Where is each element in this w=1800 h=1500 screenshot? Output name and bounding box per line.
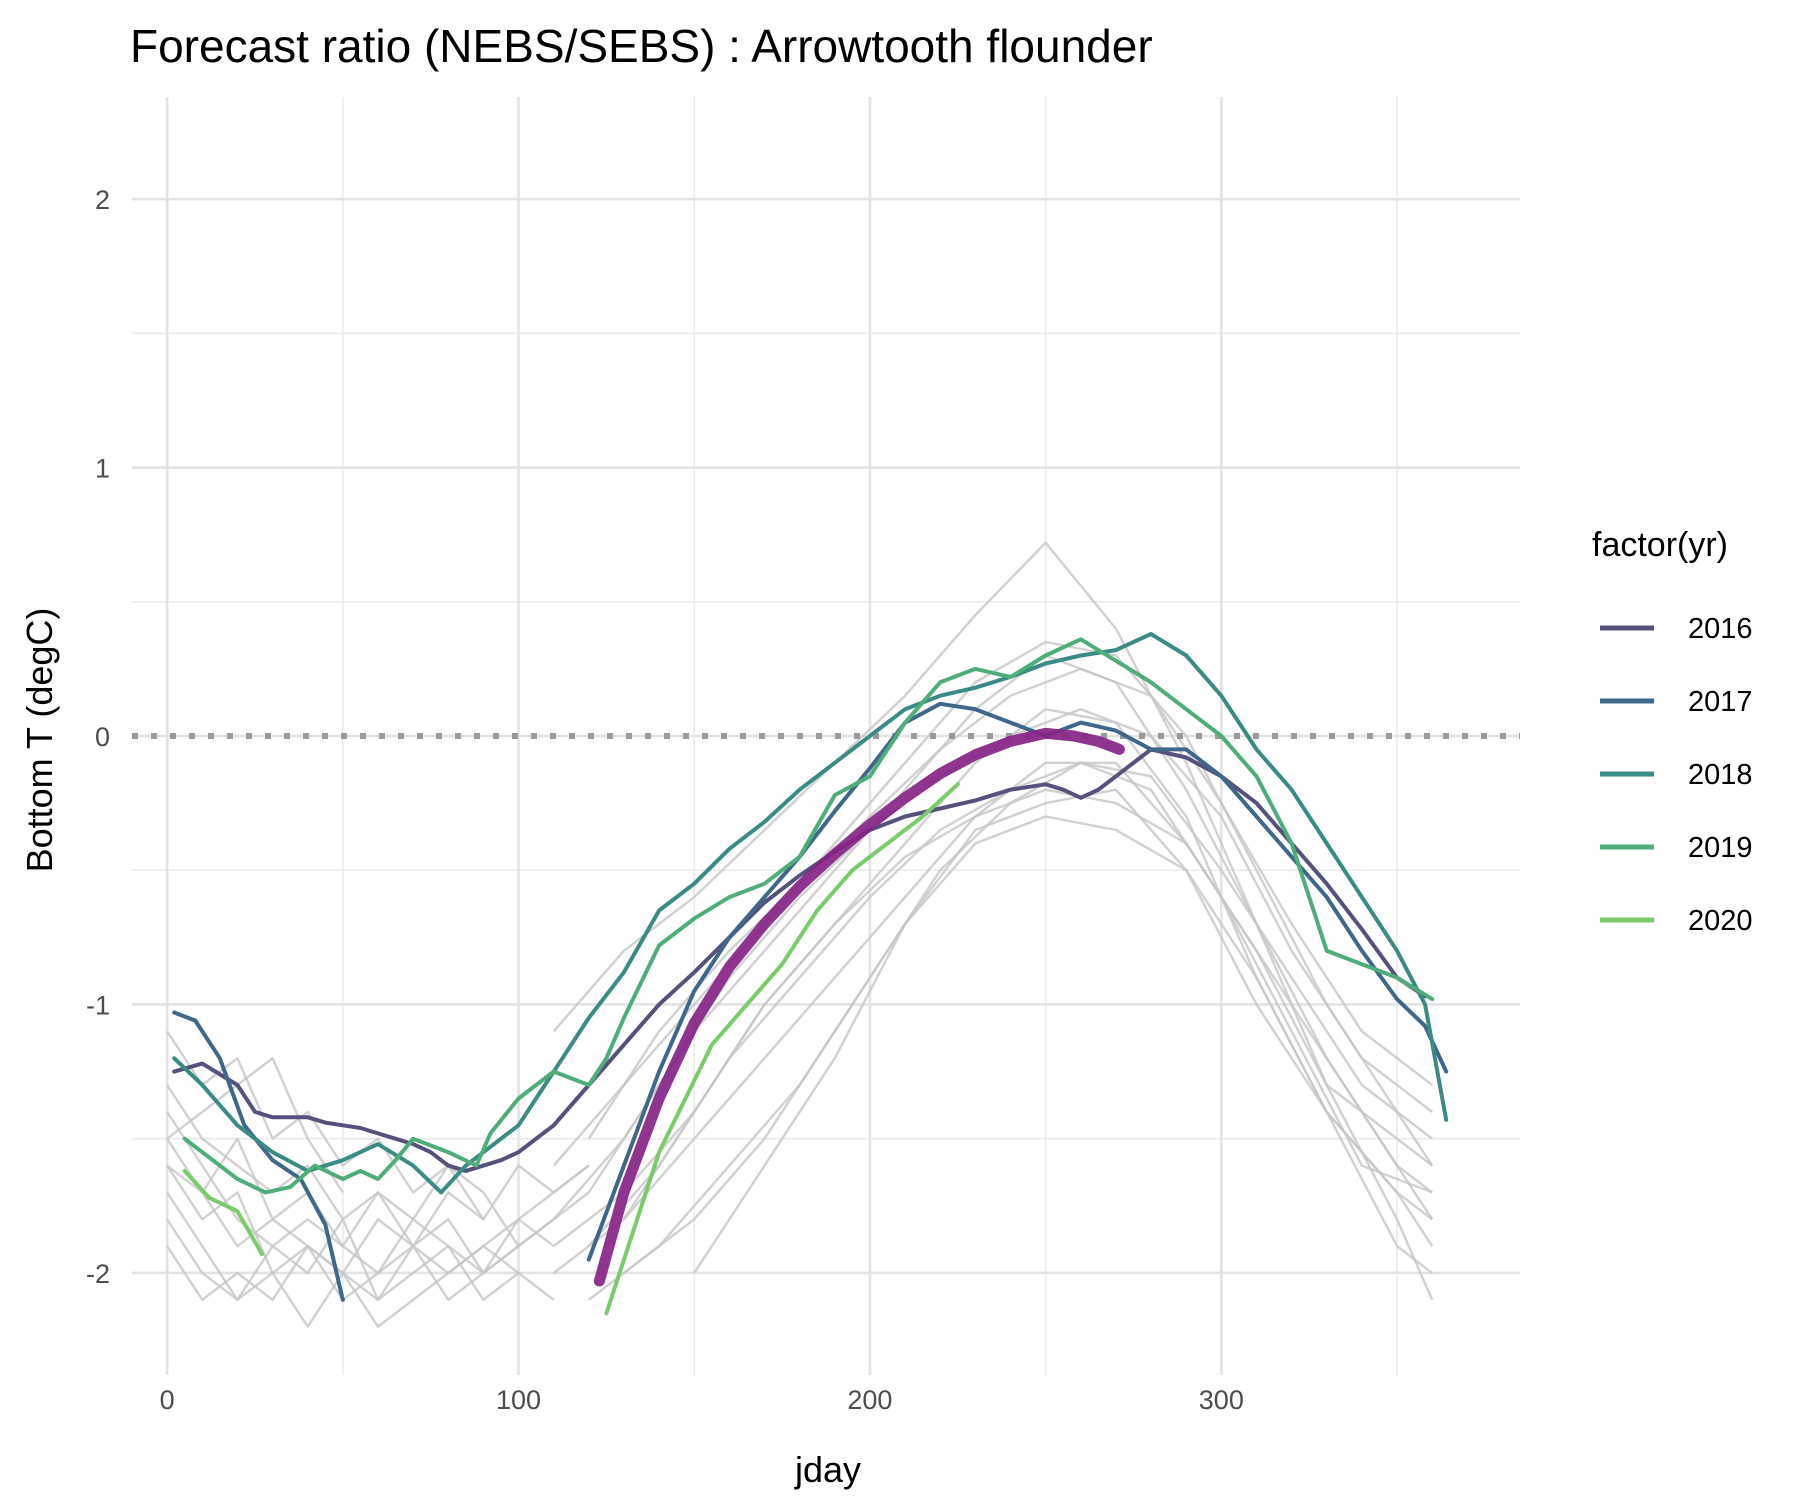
y-tick-label: -2 xyxy=(86,1259,110,1289)
legend: factor(yr) 2016 2017 2018 2019 2020 xyxy=(1592,526,1753,937)
background-series-line-11 xyxy=(552,541,1434,1301)
series-line-2019-part-1 xyxy=(182,637,1435,1195)
series-line-2020-part-2 xyxy=(604,782,960,1316)
year-series-group xyxy=(172,632,1449,1316)
y-tick-label: 0 xyxy=(95,722,110,752)
series-line-2017-part-2 xyxy=(586,701,1449,1262)
legend-label-2016: 2016 xyxy=(1688,613,1753,645)
forecast-series-line xyxy=(593,727,1125,1287)
background-series-line-15 xyxy=(552,640,1434,1167)
legend-label-2020: 2020 xyxy=(1688,905,1753,937)
y-tick-label: 2 xyxy=(95,185,110,215)
x-tick-label: 100 xyxy=(496,1385,541,1415)
x-axis-title: jday xyxy=(794,1449,861,1490)
background-series-line-12 xyxy=(552,654,1434,1221)
legend-title: factor(yr) xyxy=(1592,526,1728,564)
background-series-line-20 xyxy=(622,788,1433,1220)
background-series-line-9 xyxy=(166,1137,555,1248)
forecast-series-group xyxy=(593,727,1125,1287)
chart-title: Forecast ratio (NEBS/SEBS) : Arrowtooth … xyxy=(130,20,1153,72)
y-tick-label: -1 xyxy=(86,990,110,1020)
background-series-line-8 xyxy=(166,1244,555,1328)
background-series-line-6 xyxy=(166,1138,590,1275)
legend-label-2017: 2017 xyxy=(1688,686,1753,718)
background-series-line-7 xyxy=(166,1030,485,1220)
series-line-2018-part-1 xyxy=(172,632,1449,1195)
legend-items: 2016 2017 2018 2019 2020 xyxy=(1600,613,1753,937)
series-line-2020-part-1 xyxy=(182,1168,264,1257)
legend-label-2019: 2019 xyxy=(1688,832,1753,864)
series-line-2016-part-1 xyxy=(172,747,1428,1173)
background-series-line-22 xyxy=(587,667,1433,1140)
legend-label-2018: 2018 xyxy=(1688,759,1753,791)
x-tick-label: 200 xyxy=(847,1385,892,1415)
tick-labels: 0 100 200 300 -2 -1 0 1 2 xyxy=(86,185,1244,1415)
y-axis-title: Bottom T (degC) xyxy=(19,608,60,873)
background-series-line-10 xyxy=(166,1057,344,1194)
background-series-line-3 xyxy=(166,1191,555,1301)
x-tick-label: 0 xyxy=(160,1385,175,1415)
x-tick-label: 300 xyxy=(1199,1385,1244,1415)
y-tick-label: 1 xyxy=(95,454,110,484)
